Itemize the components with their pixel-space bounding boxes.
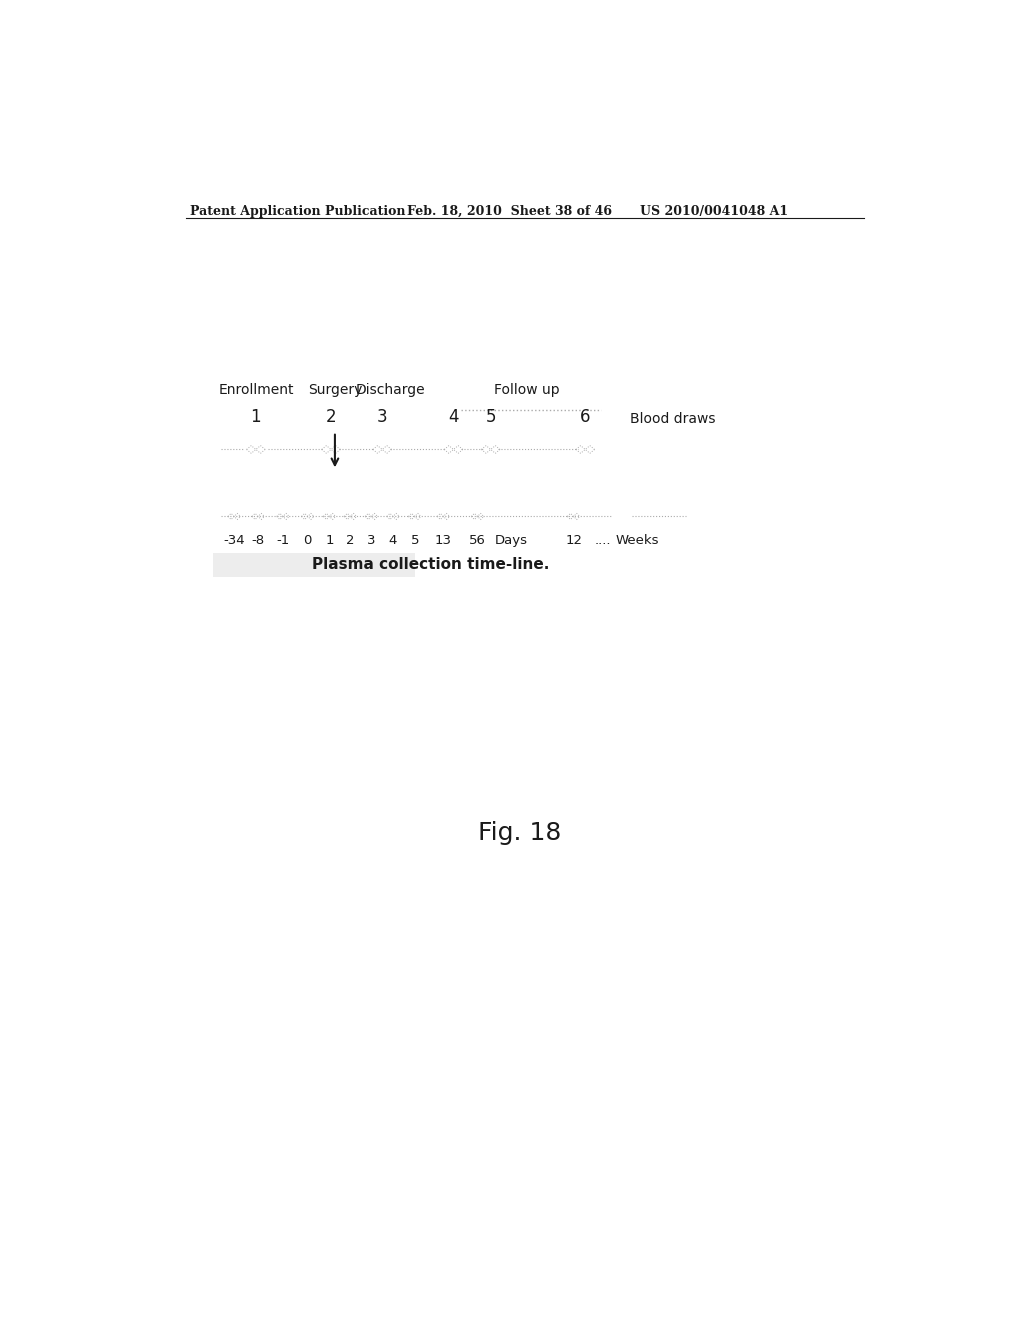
Text: 2: 2 <box>326 408 336 425</box>
Text: Follow up: Follow up <box>495 383 560 397</box>
Text: Enrollment: Enrollment <box>218 383 294 397</box>
Text: Weeks: Weeks <box>615 535 658 548</box>
Text: Surgery: Surgery <box>308 383 362 397</box>
Text: Patent Application Publication: Patent Application Publication <box>190 205 406 218</box>
Text: 4: 4 <box>449 408 459 425</box>
Text: 12: 12 <box>565 535 582 548</box>
Text: 13: 13 <box>435 535 452 548</box>
Text: US 2010/0041048 A1: US 2010/0041048 A1 <box>640 205 787 218</box>
Text: 6: 6 <box>580 408 591 425</box>
Text: 0: 0 <box>303 535 312 548</box>
Text: 2: 2 <box>346 535 354 548</box>
FancyBboxPatch shape <box>213 553 415 577</box>
Text: 4: 4 <box>389 535 397 548</box>
Text: 56: 56 <box>469 535 486 548</box>
Text: Fig. 18: Fig. 18 <box>477 821 561 845</box>
Text: 3: 3 <box>367 535 376 548</box>
Text: Blood draws: Blood draws <box>630 412 716 425</box>
Text: -1: -1 <box>276 535 290 548</box>
Text: Discharge: Discharge <box>355 383 425 397</box>
Text: -8: -8 <box>252 535 265 548</box>
Text: -34: -34 <box>223 535 245 548</box>
Text: 5: 5 <box>411 535 419 548</box>
Text: 1: 1 <box>251 408 261 425</box>
Text: Days: Days <box>495 535 527 548</box>
Text: Feb. 18, 2010  Sheet 38 of 46: Feb. 18, 2010 Sheet 38 of 46 <box>407 205 612 218</box>
Text: 1: 1 <box>326 535 334 548</box>
Text: 5: 5 <box>485 408 496 425</box>
Text: 3: 3 <box>377 408 387 425</box>
Text: ....: .... <box>595 535 611 548</box>
Text: Plasma collection time-line.: Plasma collection time-line. <box>311 557 549 573</box>
